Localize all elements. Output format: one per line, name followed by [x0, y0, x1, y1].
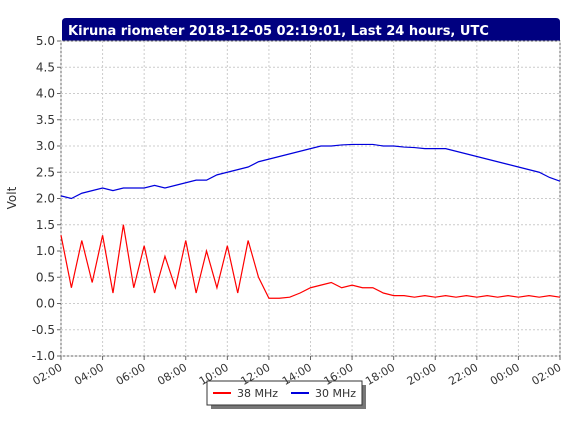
y-tick-label: -1.0 — [32, 349, 55, 363]
chart-title: Kiruna riometer 2018-12-05 02:19:01, Las… — [68, 24, 489, 39]
x-tick-label: 02:00 — [31, 361, 65, 388]
y-tick-label: 2.5 — [36, 165, 55, 179]
series-line — [60, 143, 561, 200]
y-tick-label: 5.0 — [36, 34, 55, 48]
y-tick-label: 4.5 — [36, 60, 55, 74]
legend — [206, 380, 363, 406]
y-tick-label: 4.0 — [36, 87, 55, 101]
legend-label: 30 MHz — [315, 387, 356, 400]
y-tick-label: 3.0 — [36, 139, 55, 153]
x-tick-label: 18:00 — [363, 361, 397, 388]
y-tick-label: -0.5 — [32, 323, 55, 337]
x-tick-label: 02:00 — [530, 361, 564, 388]
x-tick-label: 08:00 — [155, 361, 189, 388]
y-axis-label: Volt — [5, 186, 19, 209]
y-tick-label: 3.5 — [36, 113, 55, 127]
series-line — [60, 224, 561, 299]
y-tick-label: 0.0 — [36, 297, 55, 311]
y-tick-label: 2.0 — [36, 192, 55, 206]
y-tick-label: 1.5 — [36, 218, 55, 232]
x-tick-label: 22:00 — [446, 361, 480, 388]
legend-label: 38 MHz — [237, 387, 278, 400]
y-tick-label: 0.5 — [36, 270, 55, 284]
title-bar — [62, 18, 560, 42]
x-tick-label: 00:00 — [488, 361, 522, 388]
x-tick-label: 04:00 — [72, 361, 106, 388]
x-tick-label: 06:00 — [114, 361, 148, 388]
x-tick-label: 20:00 — [405, 361, 439, 388]
y-tick-label: 1.0 — [36, 244, 55, 258]
